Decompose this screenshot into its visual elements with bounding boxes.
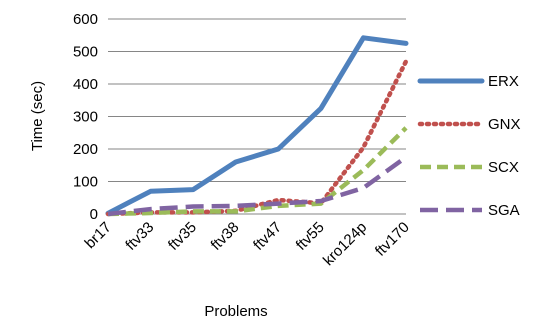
x-tick-label: ftv47 [250, 219, 285, 254]
legend-label: SGA [488, 202, 520, 219]
series-layer [105, 35, 409, 217]
legend-label: GNX [488, 116, 521, 133]
y-tick-label: 600 [73, 11, 98, 28]
legend-label: ERX [488, 73, 519, 90]
legend-item-gnx: GNX [417, 116, 521, 133]
series-line-sga [107, 155, 408, 217]
series-line-scx [107, 126, 408, 217]
legend-item-sga: SGA [420, 202, 520, 219]
y-tick-label: 300 [73, 109, 98, 126]
legend-label: SCX [488, 159, 519, 176]
x-tick-label: br17 [82, 219, 115, 252]
y-tick-label: 0 [90, 206, 98, 223]
series-line-gnx [105, 59, 409, 217]
x-tick-label: ftv33 [122, 219, 157, 254]
y-axis-title: Time (sec) [29, 81, 46, 151]
legend-item-erx: ERX [417, 73, 519, 90]
legend-item-scx: SCX [420, 159, 519, 176]
y-axis-ticks: 0 100 200 300 400 500 600 [73, 11, 98, 223]
x-tick-label: ftv55 [293, 219, 328, 254]
x-axis-title: Problems [204, 303, 267, 320]
gridlines [108, 18, 406, 215]
series-line-erx [105, 35, 409, 216]
y-tick-label: 400 [73, 76, 98, 93]
y-tick-label: 100 [73, 174, 98, 191]
x-tick-label: ftv38 [208, 219, 243, 254]
legend: ERX GNX SCX SGA [417, 73, 521, 219]
y-tick-label: 500 [73, 44, 98, 61]
x-tick-label: ftv170 [372, 219, 413, 260]
y-tick-label: 200 [73, 141, 98, 158]
x-tick-label: kro124p [320, 219, 370, 269]
x-tick-label: ftv35 [165, 219, 200, 254]
